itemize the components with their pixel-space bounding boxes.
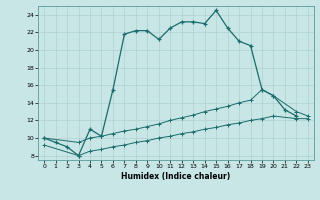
X-axis label: Humidex (Indice chaleur): Humidex (Indice chaleur) bbox=[121, 172, 231, 181]
